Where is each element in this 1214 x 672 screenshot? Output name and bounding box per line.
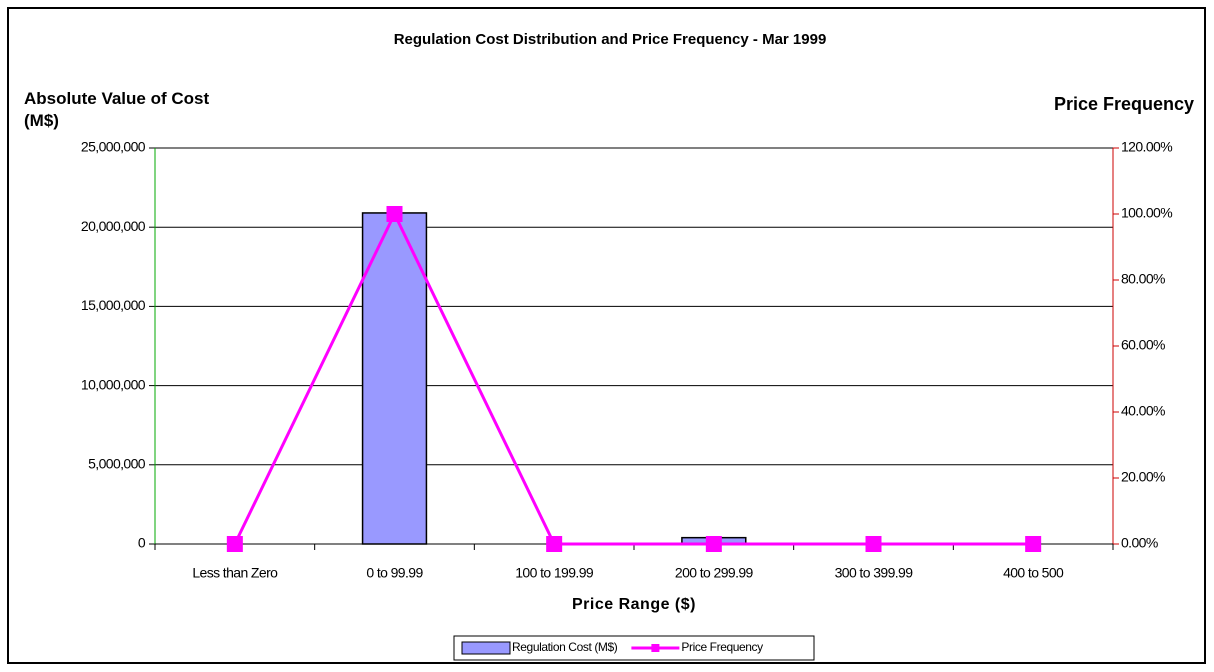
legend: Regulation Cost (M$) Price Frequency [453, 635, 815, 661]
x-tick-label: 400 to 500 [1003, 565, 1064, 581]
y-tick-label: 5,000,000 [88, 456, 146, 472]
y-axis-title: Absolute Value of Cost (M$) [24, 89, 210, 130]
y2-tick-label: 80.00% [1121, 271, 1165, 287]
y-tick-label: 20,000,000 [81, 218, 146, 234]
marker [1025, 536, 1042, 552]
y2-tick-label: 20.00% [1121, 469, 1165, 485]
marker [865, 536, 882, 552]
y-tick-label: 0 [138, 535, 146, 551]
legend-label: Price Frequency [681, 640, 763, 654]
legend-label: Regulation Cost (M$) [512, 640, 618, 654]
chart-frame [7, 7, 1206, 664]
line [233, 210, 1034, 546]
legend-marker [651, 644, 660, 652]
x-tick-label: Less than Zero [192, 565, 278, 581]
x-tick-label: 300 to 399.99 [835, 565, 914, 581]
y2-tick-label: 40.00% [1121, 403, 1165, 419]
marker [386, 206, 403, 222]
y-tick-label: 10,000,000 [81, 376, 146, 392]
y-tick-label: 15,000,000 [81, 297, 146, 313]
marker [705, 536, 722, 552]
chart-title: Regulation Cost Distribution and Price F… [394, 31, 827, 48]
legend-swatch [461, 641, 511, 655]
marker [546, 536, 563, 552]
marker [226, 536, 243, 552]
y2-tick-label: 0.00% [1121, 535, 1158, 551]
y2-tick-label: 120.00% [1121, 139, 1172, 155]
y2-tick-label: 100.00% [1121, 205, 1172, 221]
x-tick-label: 200 to 299.99 [675, 565, 754, 581]
y2-axis-title: Price Frequency [1053, 94, 1194, 114]
x-tick-label: 100 to 199.99 [515, 565, 594, 581]
bar [361, 212, 428, 545]
x-axis-title: Price Range ($) [572, 596, 696, 613]
y2-tick-label: 60.00% [1121, 337, 1165, 353]
x-tick-label: 0 to 99.99 [366, 565, 423, 581]
y-tick-label: 25,000,000 [81, 139, 146, 155]
